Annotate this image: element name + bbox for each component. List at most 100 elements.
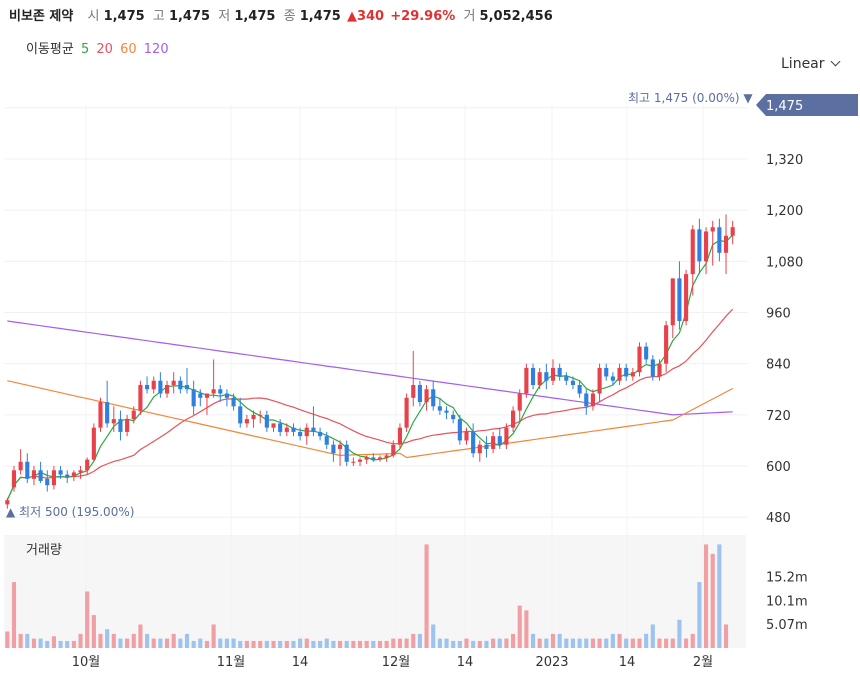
- candle-body: [198, 393, 203, 398]
- candle-body: [477, 444, 482, 454]
- candle-body: [164, 385, 170, 394]
- volume-bar: [331, 640, 336, 648]
- volume-bar: [125, 638, 130, 648]
- volume-bar: [198, 638, 203, 648]
- volume-bar: [51, 636, 56, 648]
- volume-bar: [570, 638, 576, 648]
- volume-bar: [238, 640, 243, 648]
- volume-bar: [71, 640, 76, 648]
- volume-bar: [384, 640, 389, 648]
- min-price-note: ▲ 최저 500 (195.00%): [6, 505, 134, 519]
- candle-body: [730, 227, 735, 236]
- candle-body: [604, 367, 609, 377]
- candle-body: [318, 431, 323, 437]
- volume-bar: [224, 638, 229, 648]
- candle-body: [544, 372, 549, 381]
- candle-body: [151, 380, 156, 390]
- volume-bar: [58, 640, 63, 648]
- volume-bar: [304, 638, 309, 648]
- ma-20-line: [6, 308, 734, 501]
- candle-body: [491, 436, 496, 449]
- volume-bar: [231, 638, 236, 648]
- ma-60-line: [7, 380, 733, 459]
- volume-bar: [397, 638, 403, 648]
- candle-body: [178, 380, 183, 390]
- volume-bar: [284, 640, 289, 648]
- volume-panel-background: [4, 535, 746, 648]
- candle-body: [384, 455, 389, 458]
- candle-body: [51, 470, 56, 486]
- change-value: ▲340: [346, 9, 385, 24]
- price-tick-label: 840: [766, 358, 791, 373]
- volume-bar: [471, 640, 476, 648]
- volume-bar: [723, 624, 729, 648]
- volume-bar: [351, 640, 356, 648]
- candle-body: [650, 359, 655, 377]
- volume-bar: [464, 638, 469, 648]
- candle-body: [570, 380, 576, 385]
- candle-body: [264, 414, 269, 428]
- volume-bar: [550, 633, 556, 648]
- volume-bar: [311, 640, 316, 648]
- open-label: 시: [87, 9, 100, 24]
- candle-body: [377, 457, 383, 460]
- volume-bar: [557, 633, 562, 648]
- volume-panel-title: 거래량: [26, 543, 62, 558]
- volume-bar: [371, 640, 376, 648]
- volume-bar: [444, 638, 449, 648]
- volume-bar: [411, 633, 416, 648]
- candle-body: [710, 227, 715, 232]
- volume-bar: [684, 638, 689, 648]
- volume-bar: [377, 640, 383, 648]
- time-axis-label: 10월: [72, 655, 101, 670]
- volume-bar: [597, 638, 602, 648]
- candle-body: [344, 444, 349, 462]
- candle-body: [577, 385, 582, 394]
- volume-bar: [431, 624, 436, 648]
- volume-bar: [404, 638, 409, 648]
- volume-bar: [697, 582, 702, 648]
- candle-body: [703, 231, 709, 262]
- candle-body: [25, 461, 30, 479]
- ma-legend-60: 60: [120, 42, 137, 57]
- candle-body: [271, 423, 276, 428]
- volume-bar: [138, 624, 143, 648]
- volume-bar: [98, 633, 103, 648]
- volume-bar: [544, 638, 549, 648]
- candle-body: [65, 474, 70, 477]
- scale-select[interactable]: Linear: [781, 56, 840, 72]
- price-tick-label: 720: [766, 409, 791, 424]
- candle-body: [105, 402, 110, 424]
- candle-body: [630, 372, 635, 377]
- ma-legend-20: 20: [96, 42, 113, 57]
- volume-bar: [337, 640, 343, 648]
- candle-body: [504, 427, 509, 445]
- volume-bar: [484, 640, 489, 648]
- candle-body: [610, 376, 615, 381]
- candle-body: [224, 393, 229, 398]
- volume-bar: [105, 629, 110, 648]
- close-value: 1,475: [299, 9, 341, 24]
- volume-bar: [211, 624, 216, 648]
- moving-average-legend[interactable]: 이동평균 5 20 60 120: [26, 38, 172, 57]
- ma-legend-120: 120: [143, 42, 169, 57]
- change-percent: +29.96%: [390, 9, 456, 24]
- volume-bar: [45, 640, 50, 648]
- volume-bar: [451, 640, 456, 648]
- candle-body: [717, 227, 722, 253]
- candle-body: [684, 274, 689, 322]
- candle-body: [251, 414, 256, 420]
- candle-body: [431, 389, 436, 407]
- price-tick-label: 1,080: [766, 255, 803, 270]
- volume-bar: [258, 640, 263, 648]
- candle-body: [517, 393, 522, 411]
- time-axis-label: 14: [619, 655, 636, 670]
- volume-bar: [584, 638, 589, 648]
- candle-body: [723, 235, 729, 253]
- candle-body: [364, 457, 369, 460]
- volume-bar: [670, 638, 675, 648]
- volume-bar: [650, 624, 655, 648]
- volume-bar: [604, 638, 609, 648]
- candle-body: [291, 427, 296, 432]
